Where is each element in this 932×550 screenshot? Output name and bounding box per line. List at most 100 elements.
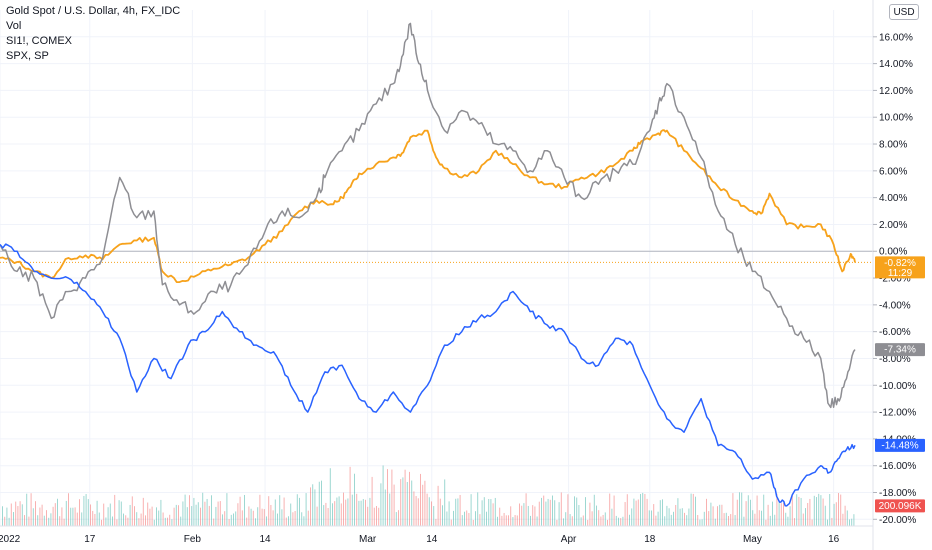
volume-bar bbox=[750, 499, 751, 526]
volume-bar bbox=[336, 497, 338, 526]
x-tick-label: Apr bbox=[561, 534, 577, 545]
volume-bar bbox=[211, 495, 212, 526]
volume-bar bbox=[534, 506, 536, 526]
volume-bar bbox=[457, 498, 459, 526]
volume-bar bbox=[818, 493, 820, 526]
y-tick-label: 10.00% bbox=[879, 113, 913, 124]
volume-bar bbox=[846, 510, 848, 526]
volume-bar bbox=[35, 501, 36, 526]
series-line-2[interactable] bbox=[0, 243, 856, 507]
currency-button[interactable]: USD bbox=[889, 4, 919, 20]
volume-bar bbox=[219, 501, 221, 526]
legend-compare-spx[interactable]: SPX, SP bbox=[6, 50, 49, 62]
last-value-label: -14.48% bbox=[881, 440, 918, 451]
volume-bar bbox=[844, 505, 846, 526]
volume-bar bbox=[417, 498, 419, 526]
volume-bar bbox=[21, 504, 23, 526]
x-tick-label: 17 bbox=[84, 534, 96, 545]
volume-bar bbox=[321, 480, 322, 526]
legend-compare-silver[interactable]: SI1!, COMEX bbox=[6, 35, 73, 47]
volume-bar bbox=[70, 507, 72, 526]
volume-bar bbox=[849, 519, 850, 526]
volume-bar bbox=[162, 512, 164, 526]
volume-bar bbox=[765, 519, 767, 526]
x-tick-label: 16 bbox=[828, 534, 840, 545]
volume-bar bbox=[79, 499, 80, 526]
volume-bar bbox=[76, 512, 78, 526]
volume-bar bbox=[167, 517, 168, 526]
volume-bar bbox=[741, 492, 743, 526]
volume-bar bbox=[697, 515, 699, 526]
volume-bar bbox=[345, 499, 347, 526]
volume-bar bbox=[723, 513, 725, 526]
volume-bar bbox=[831, 517, 833, 526]
volume-bar bbox=[446, 511, 448, 526]
volume-bar bbox=[576, 497, 578, 526]
volume-bar bbox=[50, 513, 52, 526]
volume-bar bbox=[829, 494, 831, 526]
y-tick-label: 2.00% bbox=[879, 220, 907, 231]
volume-bar bbox=[598, 510, 600, 526]
legend-volume[interactable]: Vol bbox=[6, 20, 22, 32]
y-tick-label: 6.00% bbox=[879, 166, 907, 177]
volume-bar bbox=[327, 508, 329, 526]
volume-bar bbox=[195, 504, 197, 526]
series-line-0[interactable] bbox=[0, 129, 856, 284]
volume-bar bbox=[769, 515, 771, 526]
series-line-1[interactable] bbox=[0, 22, 856, 409]
volume-bar bbox=[303, 516, 305, 526]
volume-bar bbox=[615, 515, 617, 526]
volume-bar bbox=[816, 497, 817, 526]
legend-main-symbol[interactable]: Gold Spot / U.S. Dollar, 4h, FX_IDC bbox=[6, 5, 181, 17]
volume-bar bbox=[747, 495, 749, 526]
volume-bar bbox=[281, 509, 283, 526]
volume-bar bbox=[343, 492, 344, 526]
volume-bar bbox=[131, 496, 133, 526]
y-tick-label: 0.00% bbox=[879, 247, 907, 258]
price-axis[interactable]: 16.00% 14.00% 12.00% 10.00% 8.00% 6.00% 4.00% 2… bbox=[873, 32, 916, 526]
volume-bar bbox=[472, 519, 474, 526]
volume-bar bbox=[754, 513, 756, 526]
volume-bar bbox=[637, 499, 639, 526]
volume-bar bbox=[499, 507, 501, 526]
volume-bar bbox=[791, 495, 793, 526]
volume-bar bbox=[307, 510, 309, 526]
volume-bar bbox=[239, 496, 241, 526]
volume-bar bbox=[450, 519, 452, 526]
volume-bar bbox=[807, 502, 809, 526]
volume-bar bbox=[365, 499, 366, 526]
y-tick-label: -12.00% bbox=[879, 408, 916, 419]
volume-bar bbox=[587, 519, 589, 526]
volume-bar bbox=[455, 498, 457, 526]
volume-bar bbox=[296, 494, 298, 526]
volume-bar bbox=[802, 513, 804, 526]
volume-bar bbox=[763, 494, 765, 526]
volume-bar bbox=[259, 494, 261, 526]
volume-bar bbox=[622, 516, 624, 526]
volume-bar bbox=[395, 512, 397, 526]
y-tick-label: 4.00% bbox=[879, 193, 907, 204]
y-tick-label: 16.00% bbox=[879, 32, 913, 43]
volume-bar bbox=[565, 512, 567, 526]
volume-bar bbox=[655, 515, 657, 526]
volume-bar bbox=[255, 518, 256, 526]
volume-bar bbox=[32, 508, 34, 526]
volume-bar bbox=[8, 517, 10, 526]
volume-bar bbox=[305, 493, 307, 526]
volume-bar bbox=[752, 510, 754, 526]
volume-bar bbox=[191, 506, 193, 526]
volume-bar bbox=[692, 493, 694, 526]
volume-bar bbox=[607, 519, 608, 526]
volume-bar bbox=[640, 493, 641, 526]
time-axis[interactable]: 2022 17 Feb 14 Mar 14 Apr 18 May 16 bbox=[0, 534, 840, 545]
volume-bar bbox=[428, 497, 430, 526]
volume-bar bbox=[453, 510, 454, 526]
volume-bar bbox=[178, 505, 179, 526]
volume-bar bbox=[466, 510, 468, 526]
volume-bar bbox=[708, 511, 710, 526]
volume-bar bbox=[613, 495, 615, 526]
volume-bar bbox=[277, 513, 278, 526]
volume-bar bbox=[283, 497, 285, 526]
volume-bar bbox=[477, 492, 479, 526]
